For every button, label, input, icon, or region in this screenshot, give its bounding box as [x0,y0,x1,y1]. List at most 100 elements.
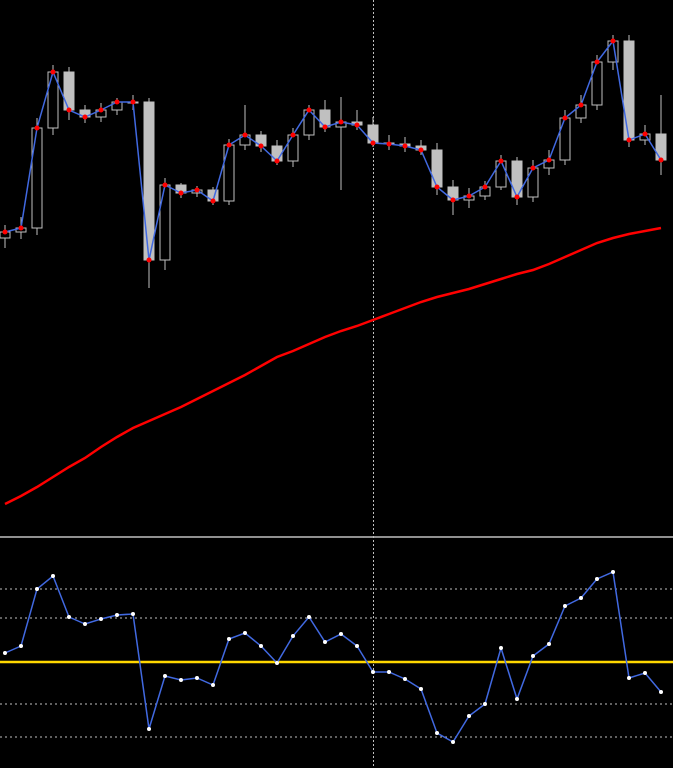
close-dot [146,257,152,263]
candle-body [559,117,571,161]
candle-body [63,71,75,111]
close-dot [658,157,664,163]
close-dot [530,165,536,171]
oscillator-dot [403,677,407,681]
oscillator-dot [291,634,295,638]
close-dot [514,194,520,200]
close-dot [434,184,440,190]
close-dot [354,122,360,128]
oscillator-dot [3,651,7,655]
oscillator-dot [147,727,151,731]
close-dot [370,140,376,146]
oscillator-line [4,570,662,744]
candle-body [591,61,603,106]
close-dot [50,69,56,75]
close-dot [626,137,632,143]
oscillator-dot [195,676,199,680]
close-dot [226,142,232,148]
close-dot [114,99,120,105]
candle-body [655,133,667,161]
oscillator-dot [275,661,279,665]
oscillator-dot [419,687,423,691]
oscillator-dot [611,570,615,574]
oscillator-dot [627,676,631,680]
oscillator-dot [227,637,231,641]
close-dot [578,102,584,108]
candle-body [319,109,331,128]
close-dot [386,141,392,147]
candle-body [431,149,443,188]
close-dot [274,158,280,164]
oscillator-dot [323,640,327,644]
oscillator-dot [211,683,215,687]
close-dot [562,115,568,121]
oscillator-dot [179,678,183,682]
close-dot [178,190,184,196]
close-dot [2,229,8,235]
close-dot [18,225,24,231]
close-dot [498,158,504,164]
moving-average [4,226,662,506]
close-dot [594,59,600,65]
oscillator-dot [579,596,583,600]
close-dot [130,99,136,105]
close-dot [82,114,88,120]
close-dot [242,132,248,138]
close-dot [258,143,264,149]
candle-body [367,124,379,144]
close-dot [290,132,296,138]
close-dot [642,131,648,137]
candle-body [527,167,539,198]
oscillator-dot [99,617,103,621]
close-dot [210,198,216,204]
close-dot [482,184,488,190]
close-dot [610,38,616,44]
oscillator-dot [51,574,55,578]
candle-body [223,144,235,202]
oscillator-dot [243,631,247,635]
oscillator-dot [643,671,647,675]
candle-body [495,160,507,188]
candle-body [623,40,635,141]
close-dot [402,143,408,149]
oscillator-dot [371,670,375,674]
close-dot [450,197,456,203]
oscillator-dot [19,644,23,648]
oscillator-dot [467,714,471,718]
close-dot [546,157,552,163]
close-dot [306,107,312,113]
close-dot [466,193,472,199]
candle-body [31,127,43,229]
oscillator-dot [563,604,567,608]
oscillator-dot [115,613,119,617]
oscillator-dot [35,587,39,591]
oscillator-dot [659,690,663,694]
oscillator-dot [83,622,87,626]
oscillator-dot [259,644,263,648]
close-dot [98,107,104,113]
oscillator-dot [307,615,311,619]
oscillator-dot [547,642,551,646]
close-line [4,39,662,261]
oscillator-dot [355,644,359,648]
oscillator-dot [499,646,503,650]
candle-body [159,184,171,261]
oscillator-dot [67,615,71,619]
oscillator-dot [483,702,487,706]
oscillator-dot [515,697,519,701]
close-dot [194,187,200,193]
candle-body [287,134,299,162]
oscillator-dot [387,670,391,674]
close-dot [418,147,424,153]
close-dot [66,107,72,113]
oscillator-dot [435,731,439,735]
oscillator-dot [339,632,343,636]
oscillator-dot [531,654,535,658]
close-dot [34,125,40,131]
oscillator-dot [131,612,135,616]
oscillator-dot [451,740,455,744]
close-dot [322,124,328,130]
close-dot [162,182,168,188]
